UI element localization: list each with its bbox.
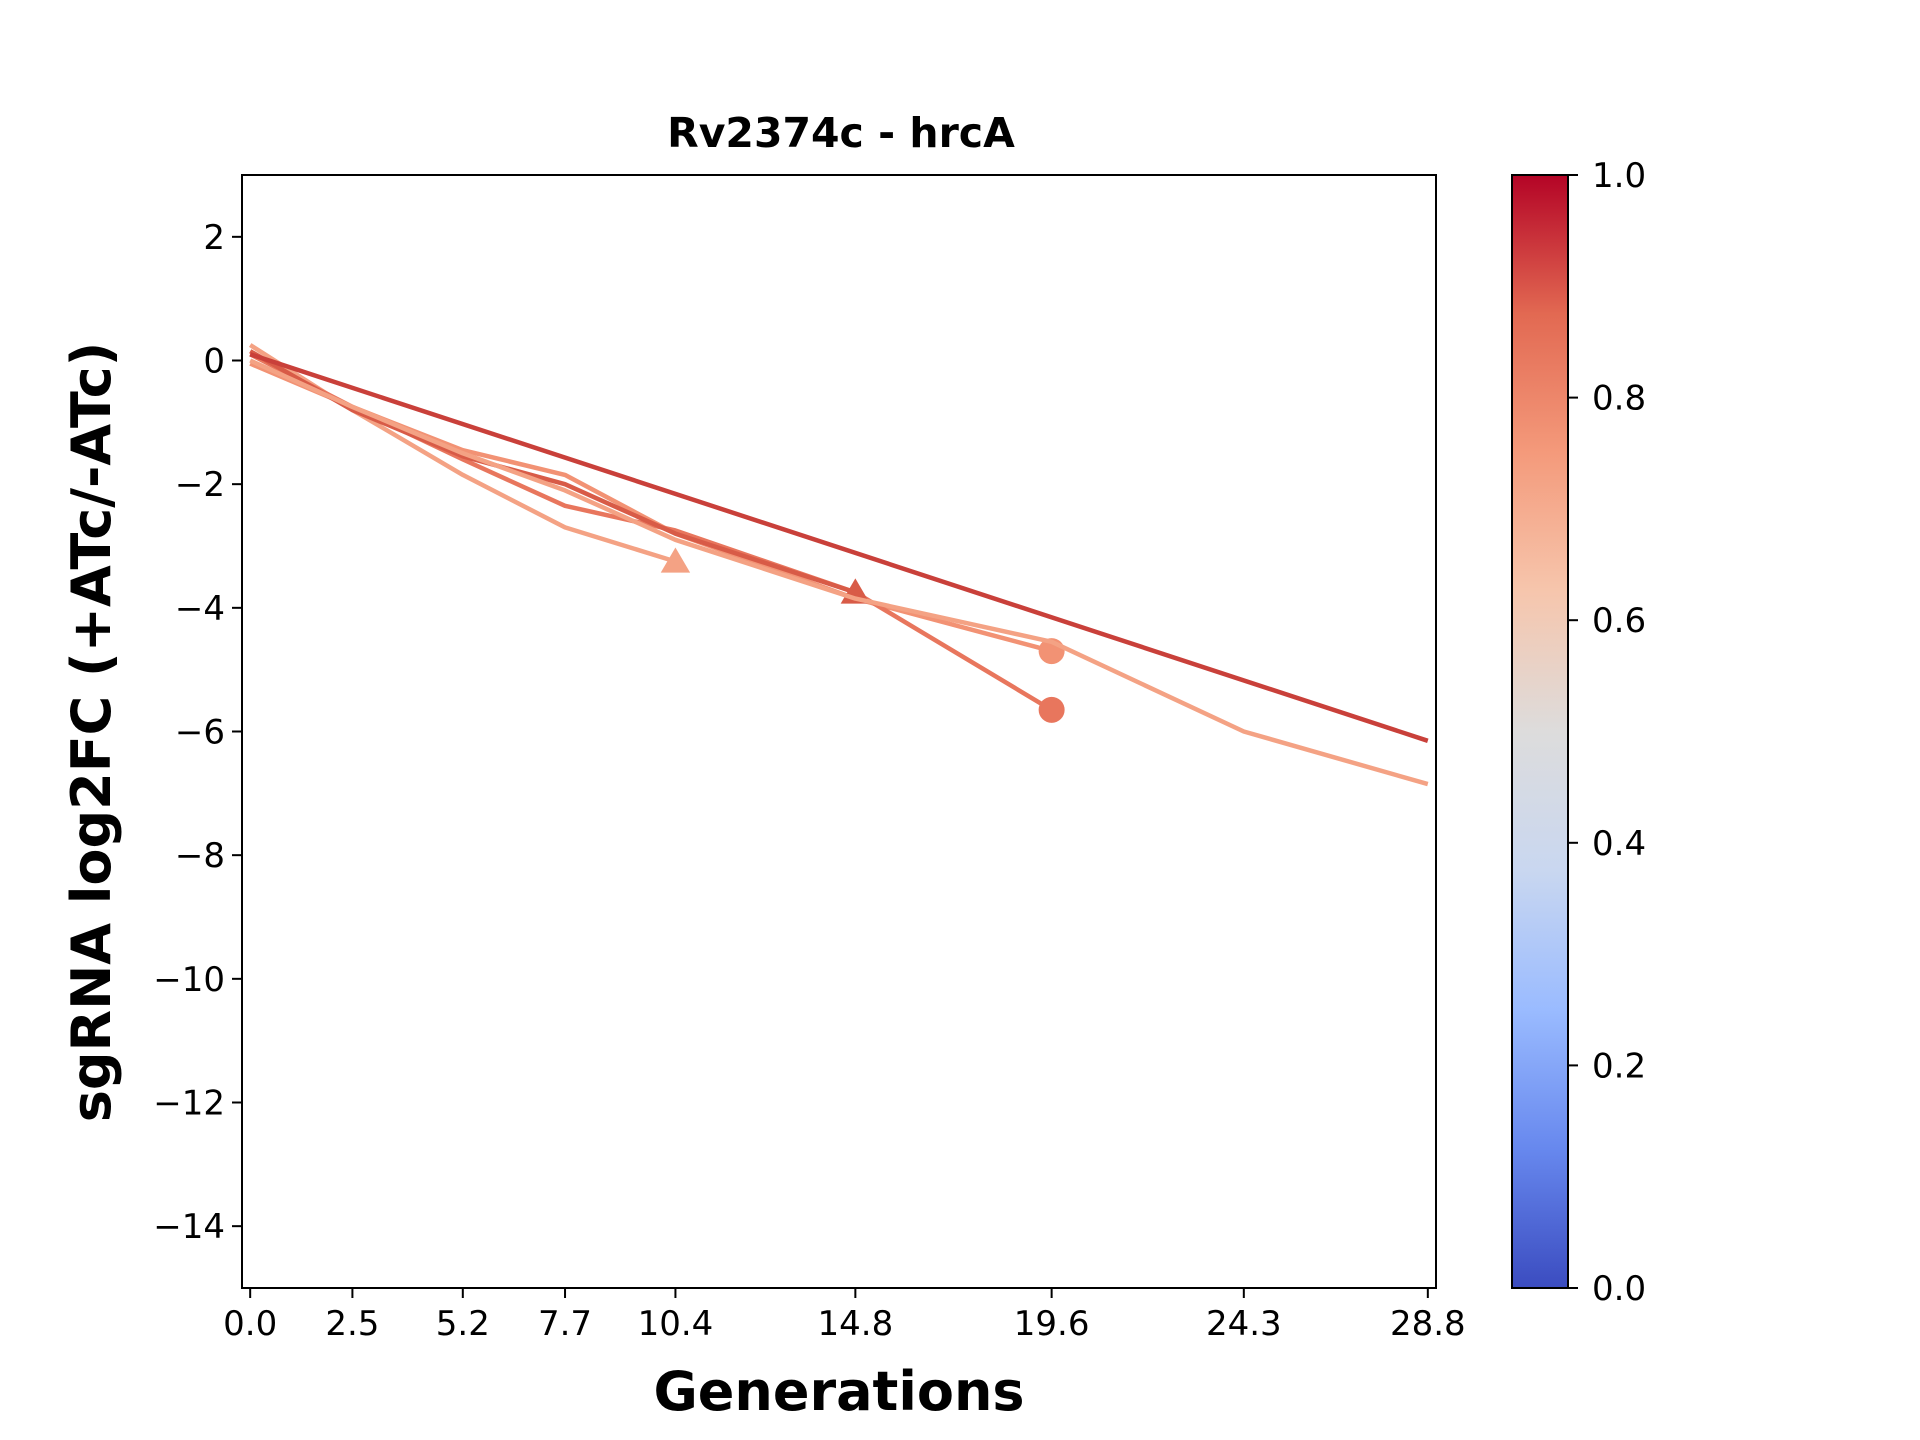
colorbar-gradient (1511, 174, 1569, 1289)
colorbar-tick-label: 0.8 (1592, 379, 1646, 419)
series-end-marker-3 (1038, 696, 1065, 723)
y-axis-title: sgRNA log2FC (+ATc/-ATc) (60, 342, 123, 1123)
x-tick-label: 14.8 (818, 1304, 894, 1344)
series-end-marker-1 (660, 547, 691, 573)
colorbar-tick-label: 0.0 (1592, 1269, 1646, 1309)
y-tick-label: −6 (175, 713, 225, 753)
series-line-5 (249, 358, 1429, 787)
colorbar-tick-label: 0.4 (1592, 824, 1646, 864)
y-tick-label: −10 (153, 960, 225, 1000)
y-tick-label: −4 (175, 589, 225, 629)
x-tick-label: 24.3 (1206, 1304, 1282, 1344)
y-tick-label: 0 (203, 342, 225, 382)
y-axis: 2 0 −2 −4 −6 −8 −10 −12 −14 (153, 218, 242, 1247)
y-tick-label: −14 (153, 1207, 225, 1247)
y-tick-label: 2 (203, 218, 225, 258)
x-tick-label: 2.5 (325, 1304, 379, 1344)
y-tick-label: −2 (175, 465, 225, 505)
x-axis: 0.0 2.5 5.2 7.7 10.4 14.8 19.6 24.3 28.8 (223, 1288, 1466, 1344)
y-tick-label: −8 (175, 836, 225, 876)
colorbar-tick-label: 0.6 (1592, 601, 1646, 641)
x-tick-label: 19.6 (1014, 1304, 1090, 1344)
x-tick-label: 0.0 (223, 1304, 277, 1344)
series-line-6 (249, 352, 1429, 743)
series-line-2 (249, 361, 1053, 654)
colorbar: 0.0 0.2 0.4 0.6 0.8 1.0 (1511, 156, 1646, 1309)
chart-title: Rv2374c - hrcA (667, 109, 1015, 157)
x-tick-label: 7.7 (538, 1304, 592, 1344)
y-tick-label: −12 (153, 1084, 225, 1124)
plot-area (248, 343, 1429, 787)
plot-frame (241, 174, 1437, 1289)
x-tick-label: 5.2 (436, 1304, 490, 1344)
x-tick-label: 28.8 (1390, 1304, 1466, 1344)
x-axis-title: Generations (653, 1360, 1024, 1423)
colorbar-tick-label: 1.0 (1592, 156, 1646, 196)
colorbar-tick-label: 0.2 (1592, 1046, 1646, 1086)
series-line-3 (249, 352, 1053, 712)
x-tick-label: 10.4 (638, 1304, 714, 1344)
